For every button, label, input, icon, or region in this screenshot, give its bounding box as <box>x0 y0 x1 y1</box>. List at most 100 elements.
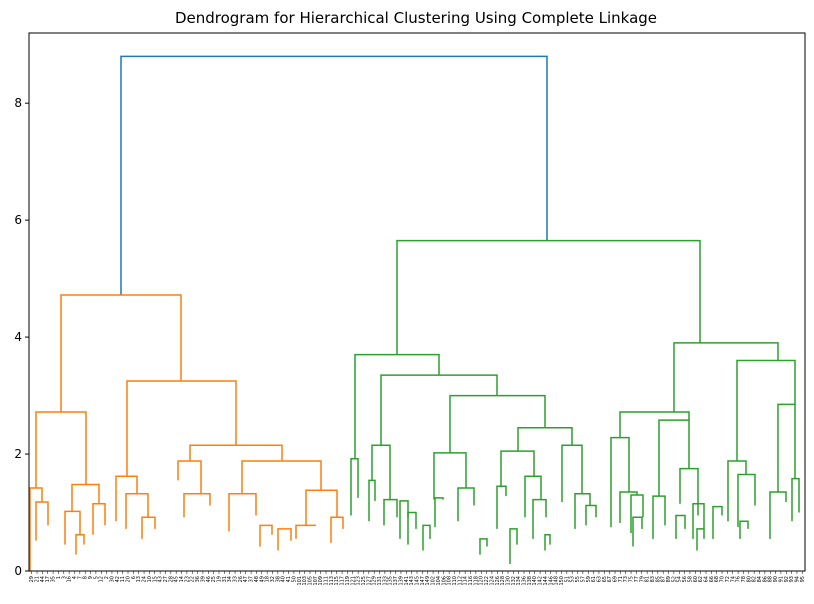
dendrogram-link-root-0 <box>120 55 548 295</box>
dendrogram-link-cluster_1-7 <box>115 475 138 522</box>
leaf-label-44: 44 <box>40 576 46 582</box>
leaf-label-125: 125 <box>361 576 367 586</box>
dendrogram-link-cluster_2-53 <box>383 498 398 526</box>
leaf-label-58: 58 <box>687 576 693 582</box>
leaf-label-104: 104 <box>436 576 442 586</box>
leaf-label-128: 128 <box>500 576 506 586</box>
dendrogram-link-cluster_1-18 <box>330 516 344 543</box>
leaf-label-119: 119 <box>345 576 351 586</box>
leaf-label-94: 94 <box>794 576 800 582</box>
dendrogram-link-cluster_2-33 <box>610 436 630 528</box>
dendrogram-link-cluster_2-43 <box>791 477 800 522</box>
dendrogram-link-cluster_1-19 <box>295 524 316 539</box>
dendrogram-link-cluster_2-31 <box>658 419 690 497</box>
leaf-label-84: 84 <box>757 576 763 582</box>
leaf-label-82: 82 <box>752 576 758 582</box>
leaf-label-148: 148 <box>554 576 560 586</box>
dendrogram-link-cluster_1-22 <box>75 533 85 555</box>
dendrogram-link-cluster_1-3 <box>35 411 87 488</box>
leaf-label-4: 4 <box>72 576 78 579</box>
y-tick-label-4: 4 <box>14 330 22 344</box>
leaf-label-90: 90 <box>773 576 779 582</box>
leaf-label-60: 60 <box>693 576 699 582</box>
chart-title: Dendrogram for Hierarchical Clustering U… <box>175 9 657 27</box>
y-tick-label-0: 0 <box>14 564 22 578</box>
dendrogram-link-cluster_1-21 <box>277 528 292 551</box>
leaf-label-59: 59 <box>586 576 592 582</box>
leaf-label-48: 48 <box>254 576 260 582</box>
leaf-label-19: 19 <box>216 576 222 582</box>
leaf-label-81: 81 <box>645 576 651 582</box>
leaf-label-88: 88 <box>768 576 774 582</box>
leaf-label-49: 49 <box>259 576 265 582</box>
leaf-label-29: 29 <box>29 576 35 582</box>
leaf-label-33: 33 <box>233 576 239 582</box>
leaf-label-15: 15 <box>152 576 158 582</box>
leaf-label-138: 138 <box>527 576 533 586</box>
dendrogram-link-cluster_2-28 <box>449 394 546 453</box>
leaf-label-10: 10 <box>147 576 153 582</box>
leaf-label-150: 150 <box>559 576 565 586</box>
leaf-label-72: 72 <box>725 576 731 582</box>
dendrogram-link-cluster_2-29 <box>777 403 796 493</box>
leaf-label-63: 63 <box>596 576 602 582</box>
leaf-label-43: 43 <box>158 576 164 582</box>
dendrogram-link-cluster_2-40 <box>679 467 699 516</box>
leaf-label-123: 123 <box>356 576 362 586</box>
leaf-label-38: 38 <box>275 576 281 582</box>
leaf-label-105: 105 <box>307 576 313 586</box>
leaf-label-75: 75 <box>629 576 635 582</box>
leaf-label-53: 53 <box>570 576 576 582</box>
leaf-label-6: 6 <box>131 576 137 579</box>
dendrogram-link-cluster_2-38 <box>350 457 359 516</box>
leaf-label-36: 36 <box>195 576 201 582</box>
dendrogram-link-cluster_2-60 <box>675 514 686 539</box>
leaf-label-35: 35 <box>51 576 57 582</box>
leaf-label-140: 140 <box>532 576 538 586</box>
leaf-label-149: 149 <box>425 576 431 586</box>
leaf-label-110: 110 <box>452 576 458 586</box>
leaf-label-21: 21 <box>35 576 41 582</box>
leaf-label-139: 139 <box>398 576 404 586</box>
leaf-label-121: 121 <box>350 576 356 586</box>
leaf-label-79: 79 <box>639 576 645 582</box>
leaf-label-51: 51 <box>564 576 570 582</box>
leaf-label-62: 62 <box>698 576 704 582</box>
leaf-label-2: 2 <box>104 576 110 579</box>
leaf-label-52: 52 <box>671 576 677 582</box>
leaf-label-102: 102 <box>431 576 437 586</box>
leaf-label-11: 11 <box>120 576 126 582</box>
leaf-label-47: 47 <box>243 576 249 582</box>
leaf-label-126: 126 <box>495 576 501 586</box>
y-tick-label-6: 6 <box>14 213 22 227</box>
dendrogram-link-cluster_2-44 <box>368 479 376 522</box>
leaf-label-68: 68 <box>714 576 720 582</box>
leaf-label-133: 133 <box>382 576 388 586</box>
leaf-label-87: 87 <box>661 576 667 582</box>
dendrogram-link-cluster_2-61 <box>632 516 643 547</box>
leaf-label-67: 67 <box>607 576 613 582</box>
leaf-label-122: 122 <box>484 576 490 586</box>
dendrogram-link-cluster_2-52 <box>434 497 444 528</box>
leaf-label-95: 95 <box>800 576 806 582</box>
dendrogram-link-cluster_2-24 <box>673 342 779 412</box>
leaf-label-144: 144 <box>543 576 549 586</box>
leaf-label-73: 73 <box>623 576 629 582</box>
leaf-label-61: 61 <box>591 576 597 582</box>
dendrogram-link-cluster_1-8 <box>71 483 100 512</box>
leaf-label-55: 55 <box>575 576 581 582</box>
dendrogram-link-cluster_1-17 <box>141 516 156 539</box>
leaf-label-120: 120 <box>479 576 485 586</box>
leaf-label-14: 14 <box>179 576 185 582</box>
leaf-label-74: 74 <box>730 576 736 582</box>
dendrogram-link-cluster_2-58 <box>712 505 723 539</box>
dendrogram-link-cluster_2-36 <box>500 450 535 487</box>
leaf-label-136: 136 <box>522 576 528 586</box>
leaf-label-28: 28 <box>168 576 174 582</box>
dendrogram-link-cluster_1-16 <box>64 510 81 545</box>
dendrogram-link-cluster_1-20 <box>259 524 273 547</box>
dendrogram-link-cluster_2-64 <box>509 528 518 564</box>
leaf-label-147: 147 <box>420 576 426 586</box>
leaf-label-12: 12 <box>99 576 105 582</box>
leaf-label-130: 130 <box>505 576 511 586</box>
